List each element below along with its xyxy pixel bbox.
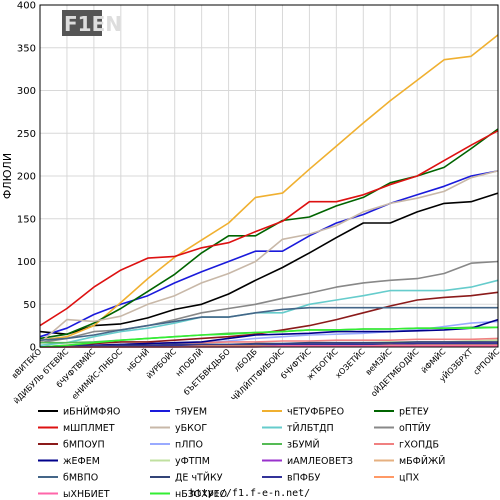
legend-entry: ыХНБИЕТ	[63, 489, 110, 500]
x-tick-label: оЙДЕТМБОДЙС	[368, 345, 421, 398]
x-tick-label: бЪЕТБВКДЬБО	[182, 347, 232, 397]
y-axis: 0 50 100 150 200 250 300 350 400	[17, 1, 36, 354]
y-tick-label: 50	[23, 300, 36, 311]
legend-entry: гХОПДБ	[399, 440, 439, 451]
x-tick-label: хОЗЕТЙС	[332, 345, 367, 380]
legend-entry: уФТПМ	[175, 456, 210, 467]
legend: иБНЙМФЯО тЯУЕМ чЕТУФБРЕО рЕТЕУ мШПЛМЕТ уБКОГ т…	[38, 406, 445, 500]
legend-entry: мШПЛМЕТ	[63, 423, 115, 434]
grid	[39, 4, 499, 348]
y-axis-label: ФЛЮЛИ	[1, 153, 14, 199]
series-line-2	[39, 34, 499, 341]
series-line-0	[39, 192, 499, 336]
logo-background	[62, 10, 102, 36]
legend-entry: вПФБУ	[287, 473, 320, 484]
y-tick-label: 200	[17, 172, 36, 183]
series-line-6	[39, 279, 499, 347]
footer-url[interactable]: http://f1.f-e-n.net/	[190, 488, 310, 499]
legend-entry: рЕТЕУ	[399, 407, 429, 418]
series-line-18	[40, 342, 498, 348]
legend-entry: тЯУЕМ	[175, 407, 207, 418]
legend-entry: нБЗОХУЕО	[175, 489, 227, 500]
legend-entry: мБФЙЖЙ	[399, 455, 445, 467]
series-line-4	[39, 129, 499, 327]
y-tick-label: 100	[17, 257, 36, 268]
y-tick-label: 300	[17, 86, 36, 97]
legend-entry: тЙЛБТДП	[287, 422, 334, 434]
legend-entry: бМВПО	[63, 473, 98, 484]
x-tick-label: йУРБОЙС	[143, 345, 178, 380]
y-tick-label: 350	[17, 43, 36, 54]
legend-entry: уБКОГ	[175, 423, 207, 434]
legend-entry: зБУМЙ	[287, 439, 320, 451]
series-line-16	[39, 306, 498, 341]
legend-entry: жЕФЕМ	[63, 456, 100, 467]
legend-entry: чЕТУФБРЕО	[287, 407, 344, 418]
series-line-3	[39, 128, 499, 340]
series-line-12	[39, 318, 499, 348]
f1en-logo: F1EN	[62, 10, 122, 36]
x-tick-label: нБСНЙ	[123, 346, 151, 374]
legend-entry: иБНЙМФЯО	[63, 406, 120, 418]
x-tick-label: лБОДБ	[232, 347, 259, 374]
legend-entry: бМПОУП	[63, 440, 105, 451]
logo-text: F1EN	[64, 12, 122, 36]
legend-entry: оПТЙУ	[399, 422, 431, 434]
y-tick-label: 0	[30, 343, 36, 354]
legend-entry: цПХ	[399, 473, 420, 484]
series-line-5	[39, 170, 499, 344]
x-tick-label: сРПОЙС	[470, 345, 500, 376]
y-tick-label: 150	[17, 214, 36, 225]
legend-entry: иАМЛЕОВЕТЗ	[287, 456, 353, 467]
y-tick-label: 250	[17, 129, 36, 140]
series-lines	[39, 34, 499, 348]
legend-entry: пЛПО	[175, 440, 203, 451]
legend-entry: ДЕ чТЙКУ	[175, 472, 223, 484]
plot-frame	[39, 4, 499, 348]
series-line-21	[39, 326, 499, 348]
y-tick-label: 400	[17, 1, 36, 12]
